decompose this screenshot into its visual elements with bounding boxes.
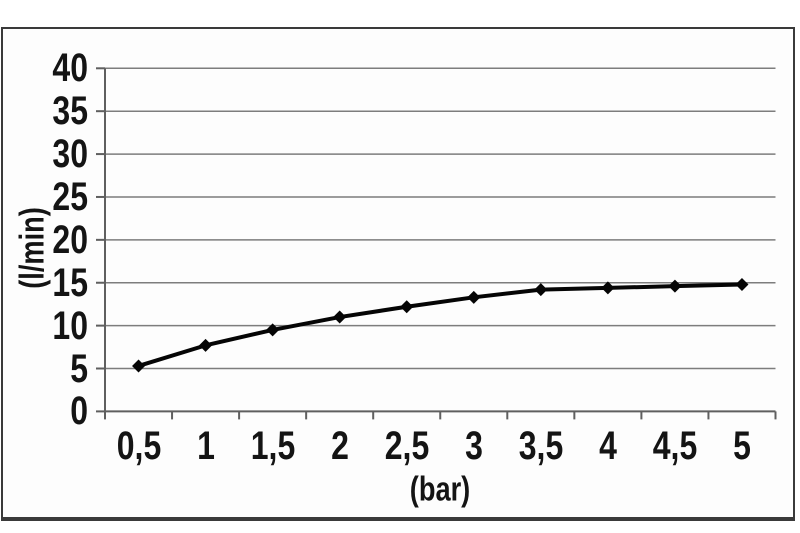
x-tick-label: 4 xyxy=(598,424,617,468)
y-tick-label: 20 xyxy=(52,217,88,262)
x-tick-label: 4,5 xyxy=(652,424,698,468)
y-tick-label: 25 xyxy=(52,174,88,219)
data-point-marker xyxy=(534,283,548,297)
data-point-marker xyxy=(199,338,213,352)
y-tick-label: 40 xyxy=(52,46,88,91)
y-tick-label: 0 xyxy=(70,389,88,434)
x-tick-label: 2,5 xyxy=(384,424,429,468)
y-tick-label: 15 xyxy=(52,260,88,305)
y-axis-title: (l/min) xyxy=(13,207,52,289)
data-point-marker xyxy=(735,277,749,291)
x-tick-label: 1 xyxy=(196,424,215,468)
data-point-marker xyxy=(400,300,414,314)
x-tick-label: 2 xyxy=(330,424,349,468)
x-tick-label: 5 xyxy=(733,424,751,468)
data-point-marker xyxy=(132,359,146,373)
y-tick-label: 30 xyxy=(52,132,88,177)
data-point-marker xyxy=(668,279,682,293)
x-tick-label: 3 xyxy=(464,424,483,468)
data-line xyxy=(136,282,744,368)
y-tick-label: 5 xyxy=(70,346,88,391)
plot-frame xyxy=(1,27,795,521)
data-point-marker xyxy=(333,310,347,324)
data-point-marker xyxy=(266,323,280,337)
y-tick-label: 10 xyxy=(52,303,88,348)
x-tick-label: 0,5 xyxy=(116,424,161,468)
y-tick-label: 35 xyxy=(52,89,88,134)
x-tick-label: 1,5 xyxy=(250,424,295,468)
x-tick-label: 3,5 xyxy=(518,424,564,468)
x-axis-title: (bar) xyxy=(409,470,471,509)
data-point-marker xyxy=(601,281,615,295)
data-point-marker xyxy=(467,290,481,304)
